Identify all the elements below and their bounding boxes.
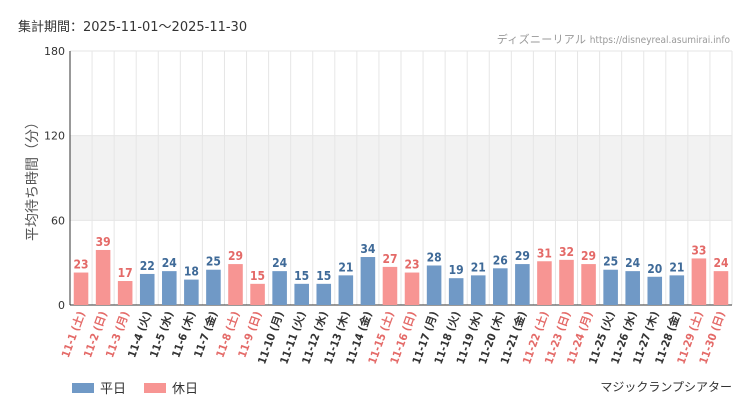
bar: [691, 258, 707, 305]
bar-value-label: 15: [316, 269, 331, 283]
y-tick-label: 120: [44, 130, 65, 143]
bar-value-label: 28: [427, 250, 442, 264]
bar: [515, 264, 530, 305]
y-tick-label: 0: [58, 299, 65, 312]
bar-value-label: 29: [228, 249, 243, 263]
bar: [272, 271, 287, 305]
bar: [537, 261, 552, 305]
bar: [669, 275, 685, 305]
bar-value-label: 15: [294, 269, 309, 283]
y-tick-label: 180: [44, 45, 65, 58]
bar-value-label: 25: [206, 255, 221, 269]
bar: [206, 269, 221, 305]
bar-value-label: 19: [449, 263, 464, 277]
legend-swatch-holiday: [144, 382, 167, 393]
bar-value-label: 32: [559, 245, 574, 259]
bar: [448, 278, 464, 305]
source-url[interactable]: https://disneyreal.asumirai.info: [589, 35, 730, 46]
y-tick-label: 60: [51, 214, 65, 227]
bar-value-label: 29: [515, 249, 530, 263]
bar: [581, 264, 596, 305]
bar: [228, 264, 243, 305]
bar: [404, 272, 420, 305]
bar-value-label: 39: [96, 235, 111, 249]
bar-value-label: 25: [603, 255, 618, 269]
bar: [382, 266, 398, 305]
bar-value-label: 24: [272, 256, 288, 270]
source-credit[interactable]: ディズニーリアル https://disneyreal.asumirai.inf…: [497, 31, 730, 47]
bar-value-label: 21: [471, 260, 486, 274]
bar: [294, 283, 309, 305]
bar-value-label: 33: [691, 243, 706, 257]
attraction-name: マジックランプシアター: [600, 380, 732, 394]
bar: [95, 249, 111, 305]
bar: [426, 265, 442, 305]
bar: [559, 259, 574, 305]
y-axis-title: 平均待ち時間（分）: [25, 115, 41, 241]
legend-label-weekday: 平日: [100, 382, 127, 397]
bar-value-label: 26: [493, 253, 508, 267]
bar: [625, 271, 640, 305]
bar: [360, 257, 376, 305]
bar-value-label: 23: [74, 258, 89, 272]
bar: [117, 281, 133, 305]
bar-value-label: 15: [250, 269, 265, 283]
bar: [647, 276, 663, 305]
bar: [493, 268, 508, 305]
bar: [73, 272, 89, 305]
bar-value-label: 21: [669, 260, 684, 274]
bar-value-label: 24: [713, 256, 729, 270]
bar-value-label: 23: [405, 258, 420, 272]
bar: [162, 271, 177, 305]
source-name: ディズニーリアル: [496, 33, 587, 46]
bar: [139, 273, 155, 305]
legend-item-weekday[interactable]: 平日: [72, 378, 126, 397]
bar: [603, 269, 618, 305]
bar-value-label: 24: [162, 256, 178, 270]
bar-value-label: 21: [338, 260, 353, 274]
legend-item-holiday[interactable]: 休日: [144, 378, 198, 397]
bar: [713, 271, 729, 305]
bar-value-label: 17: [118, 266, 133, 280]
legend-label-holiday: 休日: [172, 382, 199, 397]
bar: [338, 275, 354, 305]
bar: [250, 283, 265, 305]
bar-value-label: 20: [647, 262, 662, 276]
bar-value-label: 29: [581, 249, 596, 263]
bar: [184, 279, 199, 305]
legend-swatch-weekday: [72, 382, 94, 393]
bar-value-label: 22: [140, 259, 155, 273]
bar-value-label: 18: [184, 265, 199, 279]
bar-value-label: 31: [537, 246, 552, 260]
bar-value-label: 27: [382, 252, 397, 266]
legend: 平日 休日: [72, 378, 198, 397]
bar-value-label: 24: [625, 256, 641, 270]
bar: [316, 283, 332, 305]
bar: [470, 275, 486, 305]
period-label: 集計期間：2025-11-01～2025-11-30: [18, 20, 248, 35]
bar-value-label: 34: [360, 242, 376, 256]
